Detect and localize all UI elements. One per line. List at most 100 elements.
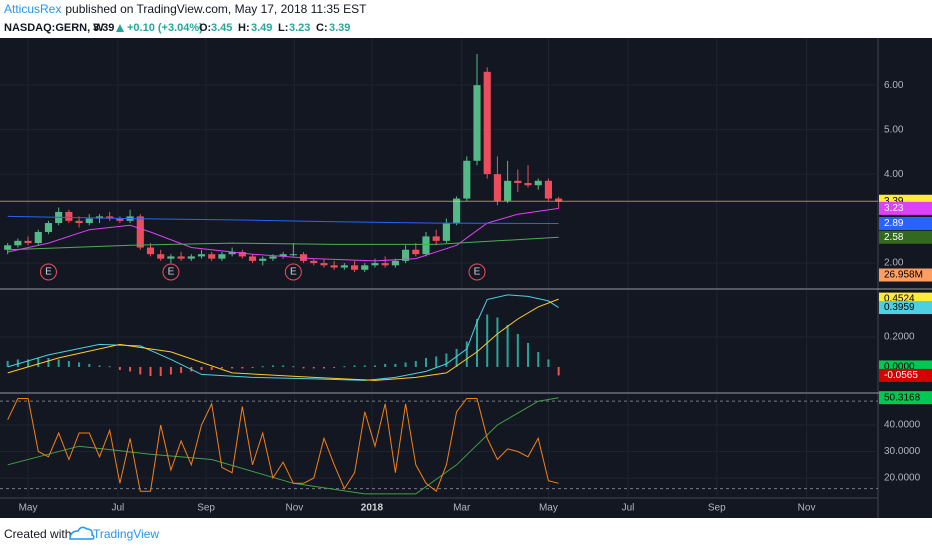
earnings-label: E xyxy=(290,267,297,278)
histogram-bar xyxy=(47,357,50,367)
candle-body xyxy=(228,251,236,255)
candle-body xyxy=(310,260,318,264)
histogram-bar xyxy=(455,348,458,367)
candle-body xyxy=(259,258,267,261)
earnings-label: E xyxy=(45,267,52,278)
x-tick-label: Nov xyxy=(285,503,303,514)
earnings-marker xyxy=(468,263,486,281)
histogram-bar xyxy=(271,365,274,367)
candle-body xyxy=(208,254,216,259)
histogram-bar xyxy=(476,318,479,367)
y-tick-label: 40.0000 xyxy=(884,420,921,431)
candle-body xyxy=(95,216,104,219)
candle-body xyxy=(504,180,512,201)
histogram-bar xyxy=(37,357,40,367)
histogram-bar xyxy=(445,353,448,367)
brand[interactable]: TradingView xyxy=(93,527,159,541)
histogram-bar xyxy=(118,366,121,370)
candle-body xyxy=(146,247,155,255)
histogram-bar xyxy=(282,365,285,367)
histogram-bar xyxy=(78,362,81,367)
y-tick-label: 2.00 xyxy=(884,258,904,269)
last-price: 3.39 xyxy=(93,22,114,34)
change: +0.10 (+3.04%) xyxy=(127,22,203,34)
y-tick-label: 0.2000 xyxy=(884,332,915,343)
histogram-bar xyxy=(16,359,19,367)
candle-body xyxy=(238,251,246,257)
candle-body xyxy=(391,260,399,266)
price-badge xyxy=(879,201,932,215)
price-badge-label: -0.0565 xyxy=(884,370,918,381)
histogram-bar xyxy=(220,366,223,369)
candle-body xyxy=(44,223,53,232)
histogram-bar xyxy=(414,360,417,367)
indicator-line xyxy=(7,236,559,251)
histogram-bar xyxy=(557,366,560,376)
ohlc-label: L: xyxy=(278,22,288,34)
x-tick-label: Mar xyxy=(453,503,471,514)
histogram-bar xyxy=(363,365,366,367)
candle-body xyxy=(269,256,277,259)
candle-body xyxy=(555,198,563,202)
author[interactable]: AtticusRex xyxy=(4,2,61,16)
indicator-line xyxy=(7,207,559,262)
price-badge-label: 3.23 xyxy=(884,203,904,214)
earnings-label: E xyxy=(474,267,481,278)
histogram-bar xyxy=(424,357,427,367)
ohlc-label: H: xyxy=(238,22,250,34)
candle-body xyxy=(371,263,379,266)
candle-body xyxy=(34,231,42,244)
histogram-bar xyxy=(200,366,203,370)
histogram-bar xyxy=(404,362,407,367)
candle-body xyxy=(65,211,73,221)
price-badge-label: 0.4524 xyxy=(884,294,915,305)
candle-body xyxy=(197,254,206,257)
histogram-bar xyxy=(169,366,172,375)
histogram-bar xyxy=(261,366,264,368)
price-badge xyxy=(879,230,932,244)
price-badge xyxy=(879,216,932,230)
indicator-line xyxy=(7,215,559,224)
candle-body xyxy=(330,265,338,268)
candle-body xyxy=(473,85,481,161)
histogram-bar xyxy=(180,366,183,373)
candle-body xyxy=(412,249,420,255)
ohlc-value: 3.23 xyxy=(289,22,310,34)
histogram-bar xyxy=(516,333,519,367)
candle-body xyxy=(218,254,226,259)
y-tick-label: 5.00 xyxy=(884,124,904,135)
price-badge xyxy=(879,301,932,315)
earnings-marker xyxy=(284,263,302,281)
histogram-bar xyxy=(373,365,376,367)
candle-body xyxy=(432,236,440,241)
candle-body xyxy=(483,71,491,175)
histogram-bar xyxy=(435,356,438,367)
ohlc-label: O: xyxy=(199,22,211,34)
up-arrow xyxy=(116,24,124,32)
price-badge-label: 3.39 xyxy=(884,196,904,207)
ohlc-value: 3.49 xyxy=(251,22,272,34)
candle-body xyxy=(4,245,12,250)
histogram-bar xyxy=(108,366,111,368)
x-tick-label: May xyxy=(539,503,558,514)
histogram-bar xyxy=(98,365,101,367)
oscillator-line xyxy=(7,398,559,493)
histogram-bar xyxy=(57,359,60,367)
price-badge-label: 2.89 xyxy=(884,218,904,229)
x-tick-label: 2018 xyxy=(361,503,384,514)
volume-badge xyxy=(879,268,932,282)
histogram-bar xyxy=(159,366,162,376)
candle-body xyxy=(248,256,257,261)
candle-body xyxy=(422,236,430,255)
candle-body xyxy=(85,218,93,224)
histogram-bar xyxy=(333,366,336,368)
histogram-bar xyxy=(384,363,387,367)
published: published on TradingView.com, May 17, 20… xyxy=(65,2,367,16)
histogram-bar xyxy=(506,324,509,367)
x-tick-label: Nov xyxy=(798,503,816,514)
x-tick-label: Sep xyxy=(708,503,726,514)
histogram-bar xyxy=(139,366,142,375)
price-badge-label: 2.58 xyxy=(884,232,904,243)
candle-body xyxy=(187,256,195,259)
ohlc-value: 3.45 xyxy=(211,22,232,34)
